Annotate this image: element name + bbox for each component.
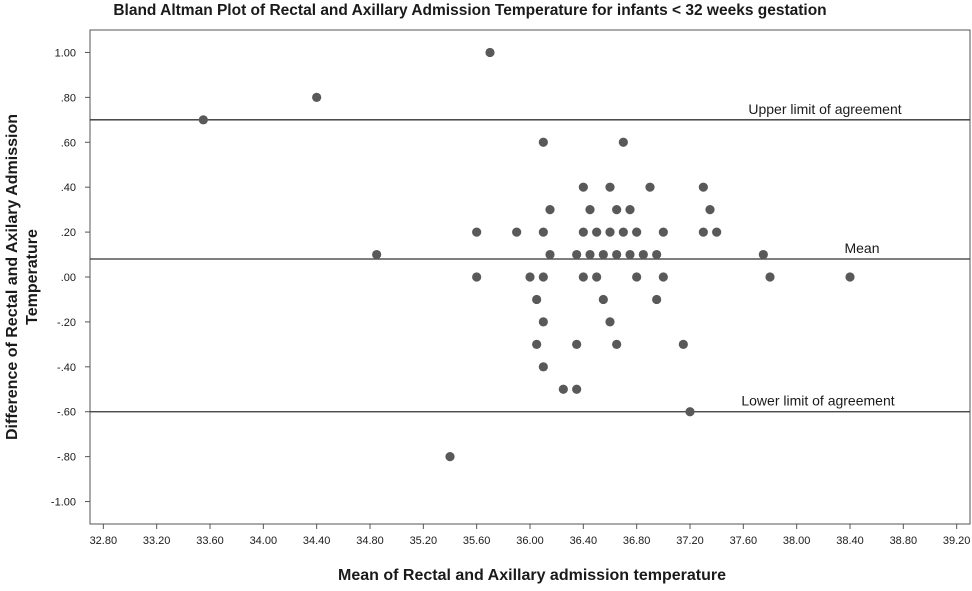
y-tick-label: 1.00 — [55, 47, 76, 59]
data-point — [698, 182, 708, 192]
data-point — [532, 294, 542, 305]
x-tick-label: 37.20 — [676, 535, 704, 547]
x-tick-label: 36.40 — [570, 535, 598, 547]
data-point — [578, 227, 588, 237]
data-point — [585, 249, 595, 260]
y-axis-ticks: 1.00 .80 .60 .40 .20 .00 -.20 -.40 -.60 -.80 -1.00 — [51, 47, 90, 509]
data-point — [485, 47, 495, 58]
data-point — [658, 272, 668, 282]
x-tick-label: 32.80 — [90, 535, 118, 547]
data-point — [592, 272, 602, 282]
data-point — [578, 272, 588, 282]
x-tick-label: 38.80 — [890, 535, 918, 547]
data-point — [645, 182, 655, 192]
data-point — [538, 272, 548, 282]
y-tick-label: -.60 — [57, 407, 76, 419]
data-point — [638, 249, 648, 260]
x-tick-label: 34.80 — [356, 535, 384, 547]
x-tick-label: 36.80 — [623, 535, 651, 547]
data-point — [538, 362, 548, 372]
data-point — [598, 294, 608, 305]
data-point — [612, 205, 622, 215]
data-point — [538, 317, 548, 327]
data-point — [592, 227, 602, 237]
data-point — [605, 182, 615, 192]
x-axis-title: Mean of Rectal and Axillary admission te… — [338, 567, 726, 584]
data-point — [445, 452, 455, 462]
data-point — [612, 249, 622, 260]
x-tick-label: 36.00 — [516, 535, 544, 547]
x-tick-label: 33.60 — [196, 535, 224, 547]
data-point — [598, 249, 608, 260]
reference-line-label: Mean — [844, 240, 879, 256]
reference-line-label: Lower limit of agreement — [741, 393, 894, 409]
y-tick-label: .60 — [61, 137, 76, 149]
data-point — [538, 227, 548, 237]
y-tick-label: .00 — [61, 272, 76, 284]
data-point — [578, 182, 588, 192]
data-point — [605, 317, 615, 327]
data-point — [585, 205, 595, 215]
data-point — [532, 339, 542, 349]
data-point — [625, 249, 635, 260]
data-point — [572, 384, 582, 394]
data-points — [198, 47, 855, 462]
data-point — [658, 227, 668, 237]
y-tick-label: .40 — [61, 182, 76, 194]
data-point — [572, 249, 582, 260]
data-point — [618, 137, 628, 147]
data-point — [685, 407, 695, 417]
y-tick-label: -.20 — [57, 317, 76, 329]
x-tick-label: 35.60 — [463, 535, 491, 547]
data-point — [618, 227, 628, 237]
data-point — [545, 205, 555, 215]
data-point — [765, 272, 775, 282]
y-axis-title-line-2: Temperature — [24, 229, 41, 325]
data-point — [558, 384, 568, 394]
y-tick-label: .20 — [61, 227, 76, 239]
data-point — [472, 272, 482, 282]
data-point — [612, 339, 622, 349]
data-point — [845, 272, 855, 282]
y-tick-label: -.80 — [57, 452, 76, 464]
y-tick-label: .80 — [61, 92, 76, 104]
y-axis-title-line-1: Difference of Rectal and Axilary Admissi… — [4, 114, 21, 440]
data-point — [512, 227, 522, 237]
x-tick-label: 34.40 — [303, 535, 331, 547]
x-axis-ticks: 32.80 33.20 33.60 34.00 34.40 34.80 35.20 35.60… — [90, 524, 971, 547]
data-point — [758, 249, 768, 260]
data-point — [652, 249, 662, 260]
x-tick-label: 39.20 — [943, 535, 971, 547]
data-point — [705, 205, 715, 215]
x-tick-label: 34.00 — [250, 535, 278, 547]
reference-line-label: Upper limit of agreement — [748, 101, 901, 117]
data-point — [698, 227, 708, 237]
data-point — [632, 272, 642, 282]
data-point — [572, 339, 582, 349]
data-point — [312, 92, 322, 102]
data-point — [525, 272, 535, 282]
data-point — [632, 227, 642, 237]
x-tick-label: 38.40 — [836, 535, 864, 547]
data-point — [625, 205, 635, 215]
data-point — [652, 294, 662, 305]
x-tick-label: 33.20 — [143, 535, 171, 547]
chart-title: Bland Altman Plot of Rectal and Axillary… — [113, 2, 826, 19]
y-tick-label: -.40 — [57, 362, 76, 374]
data-point — [538, 137, 548, 147]
data-point — [472, 227, 482, 237]
x-tick-label: 38.00 — [783, 535, 811, 547]
data-point — [198, 115, 208, 125]
data-point — [372, 249, 382, 260]
x-tick-label: 37.60 — [730, 535, 758, 547]
data-point — [545, 249, 555, 260]
reference-lines: Upper limit of agreement Mean Lower limit … — [90, 101, 970, 413]
data-point — [605, 227, 615, 237]
y-tick-label: -1.00 — [51, 497, 76, 509]
data-point — [678, 339, 688, 349]
x-tick-label: 35.20 — [410, 535, 438, 547]
data-point — [712, 227, 722, 237]
